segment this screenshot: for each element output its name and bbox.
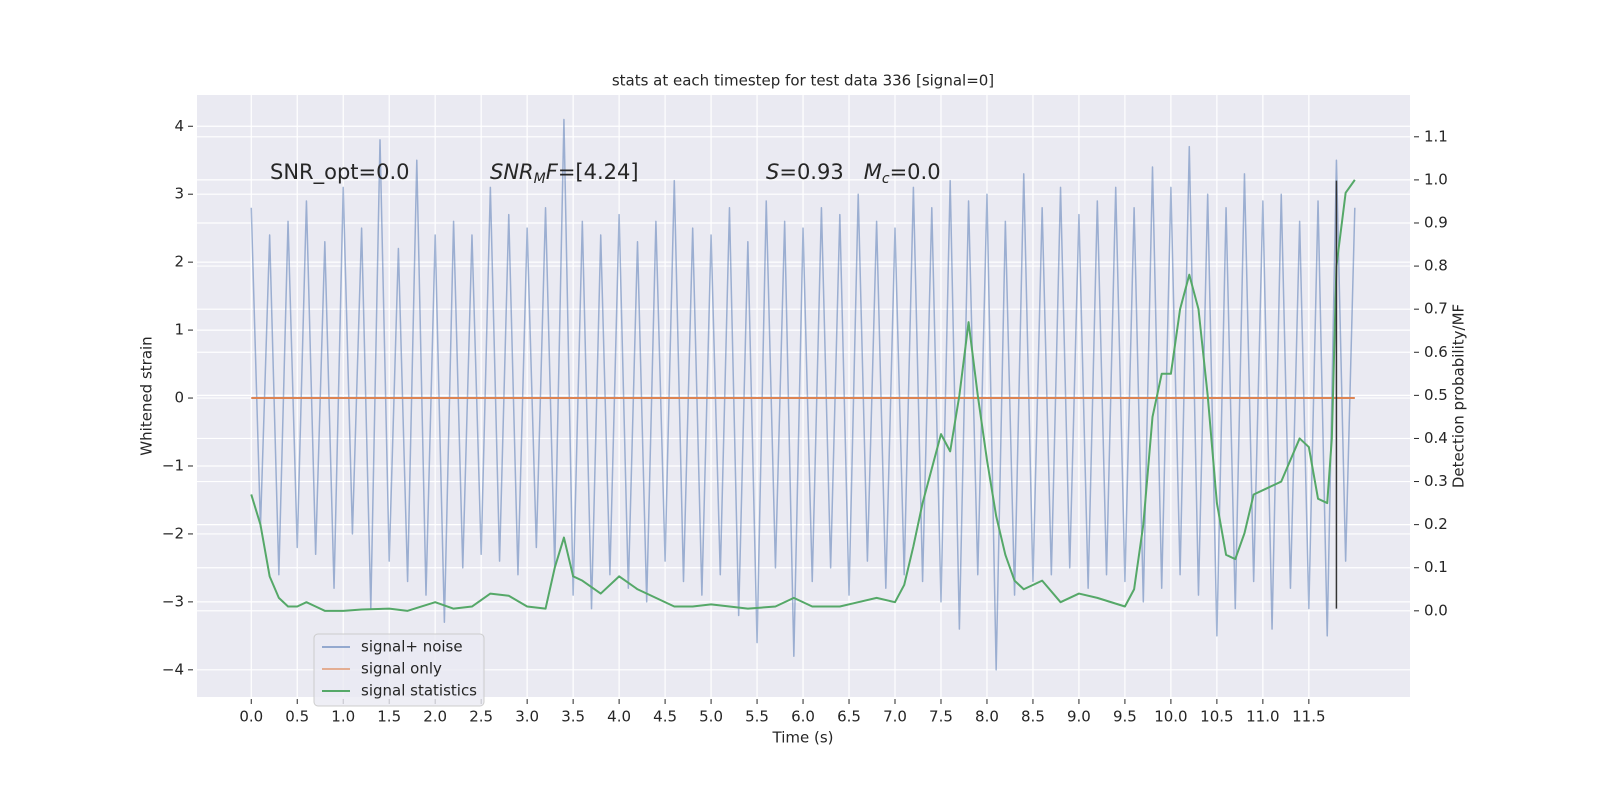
y2-tick-label: 1.0 (1424, 170, 1448, 188)
x-tick-label: 6.0 (791, 708, 815, 726)
x-tick-label: 11.5 (1292, 708, 1325, 726)
annotation-part: F (546, 160, 559, 184)
legend-label: signal statistics (361, 682, 477, 700)
y-tick-label: 1 (174, 321, 184, 339)
x-tick-label: 10.5 (1200, 708, 1233, 726)
x-tick-label: 8.0 (975, 708, 999, 726)
x-tick-label: 7.5 (929, 708, 953, 726)
x-tick-label: 2.5 (469, 708, 493, 726)
x-tick-label: 3.0 (515, 708, 539, 726)
x-tick-label: 0.0 (239, 708, 263, 726)
annotation-part: c (882, 171, 890, 187)
x-tick-label: 10.0 (1154, 708, 1187, 726)
annotation: SNRMF=[4.24] (490, 160, 639, 187)
y2-tick-label: 0.1 (1424, 558, 1448, 576)
y2-tick-label: 0.7 (1424, 300, 1448, 318)
y-tick-label: −4 (162, 660, 184, 678)
annotation-part: SNR (490, 160, 534, 184)
x-axis-label: Time (s) (772, 729, 834, 747)
y2-tick-label: 0.4 (1424, 429, 1448, 447)
x-tick-label: 2.0 (423, 708, 447, 726)
y2-tick-label: 0.0 (1424, 601, 1448, 619)
x-tick-label: 1.5 (377, 708, 401, 726)
x-tick-label: 3.5 (561, 708, 585, 726)
y2-tick-label: 0.8 (1424, 257, 1448, 275)
x-tick-label: 7.0 (883, 708, 907, 726)
x-tick-label: 9.0 (1067, 708, 1091, 726)
x-tick-label: 4.0 (607, 708, 631, 726)
y2-tick-label: 0.6 (1424, 343, 1448, 361)
series-line (250, 179, 1356, 612)
x-tick-label: 5.5 (745, 708, 769, 726)
y-tick-label: 4 (174, 117, 184, 135)
legend-label: signal only (361, 660, 442, 678)
y2-tick-label: 1.1 (1424, 127, 1448, 145)
chart-title: stats at each timestep for test data 336… (612, 72, 994, 90)
x-tick-label: 1.0 (331, 708, 355, 726)
x-tick-label: 5.0 (699, 708, 723, 726)
x-tick-label: 0.5 (285, 708, 309, 726)
x-tick-label: 6.5 (837, 708, 861, 726)
x-tick-label: 8.5 (1021, 708, 1045, 726)
y-tick-label: −1 (162, 456, 184, 474)
x-tick-label: 11.0 (1246, 708, 1279, 726)
marks (250, 118, 1356, 671)
annotation-part: SNR_opt=0.0 (270, 160, 410, 185)
annotation-part: M (534, 171, 546, 187)
y-tick-label: 2 (174, 253, 184, 271)
legend-label: signal+ noise (361, 638, 463, 656)
annotation-part: =0.93 (779, 160, 863, 184)
y-axis-label: Whitened strain (138, 336, 156, 455)
annotation-part: S (766, 160, 779, 184)
y2-tick-label: 0.5 (1424, 386, 1448, 404)
y2-axis-label: Detection probability/MF (1450, 304, 1468, 488)
y-tick-label: −2 (162, 524, 184, 542)
y2-tick-label: 0.2 (1424, 515, 1448, 533)
y-tick-label: 3 (174, 185, 184, 203)
legend: signal+ noise signal only signal statistic… (313, 633, 485, 707)
annotation-part: M (864, 160, 882, 184)
annotation: SNR_opt=0.0 (270, 160, 410, 185)
series-line (250, 118, 1356, 671)
annotation-part: =0.0 (890, 160, 941, 184)
annotation-part: =[4.24] (558, 160, 639, 184)
y2-tick-label: 0.9 (1424, 213, 1448, 231)
y-tick-label: −3 (162, 592, 184, 610)
y2-tick-label: 0.3 (1424, 472, 1448, 490)
y-tick-label: 0 (174, 389, 184, 407)
legend-box (313, 633, 485, 707)
x-tick-label: 9.5 (1113, 708, 1137, 726)
annotation: S=0.93 Mc=0.0 (766, 160, 941, 187)
x-tick-label: 4.5 (653, 708, 677, 726)
